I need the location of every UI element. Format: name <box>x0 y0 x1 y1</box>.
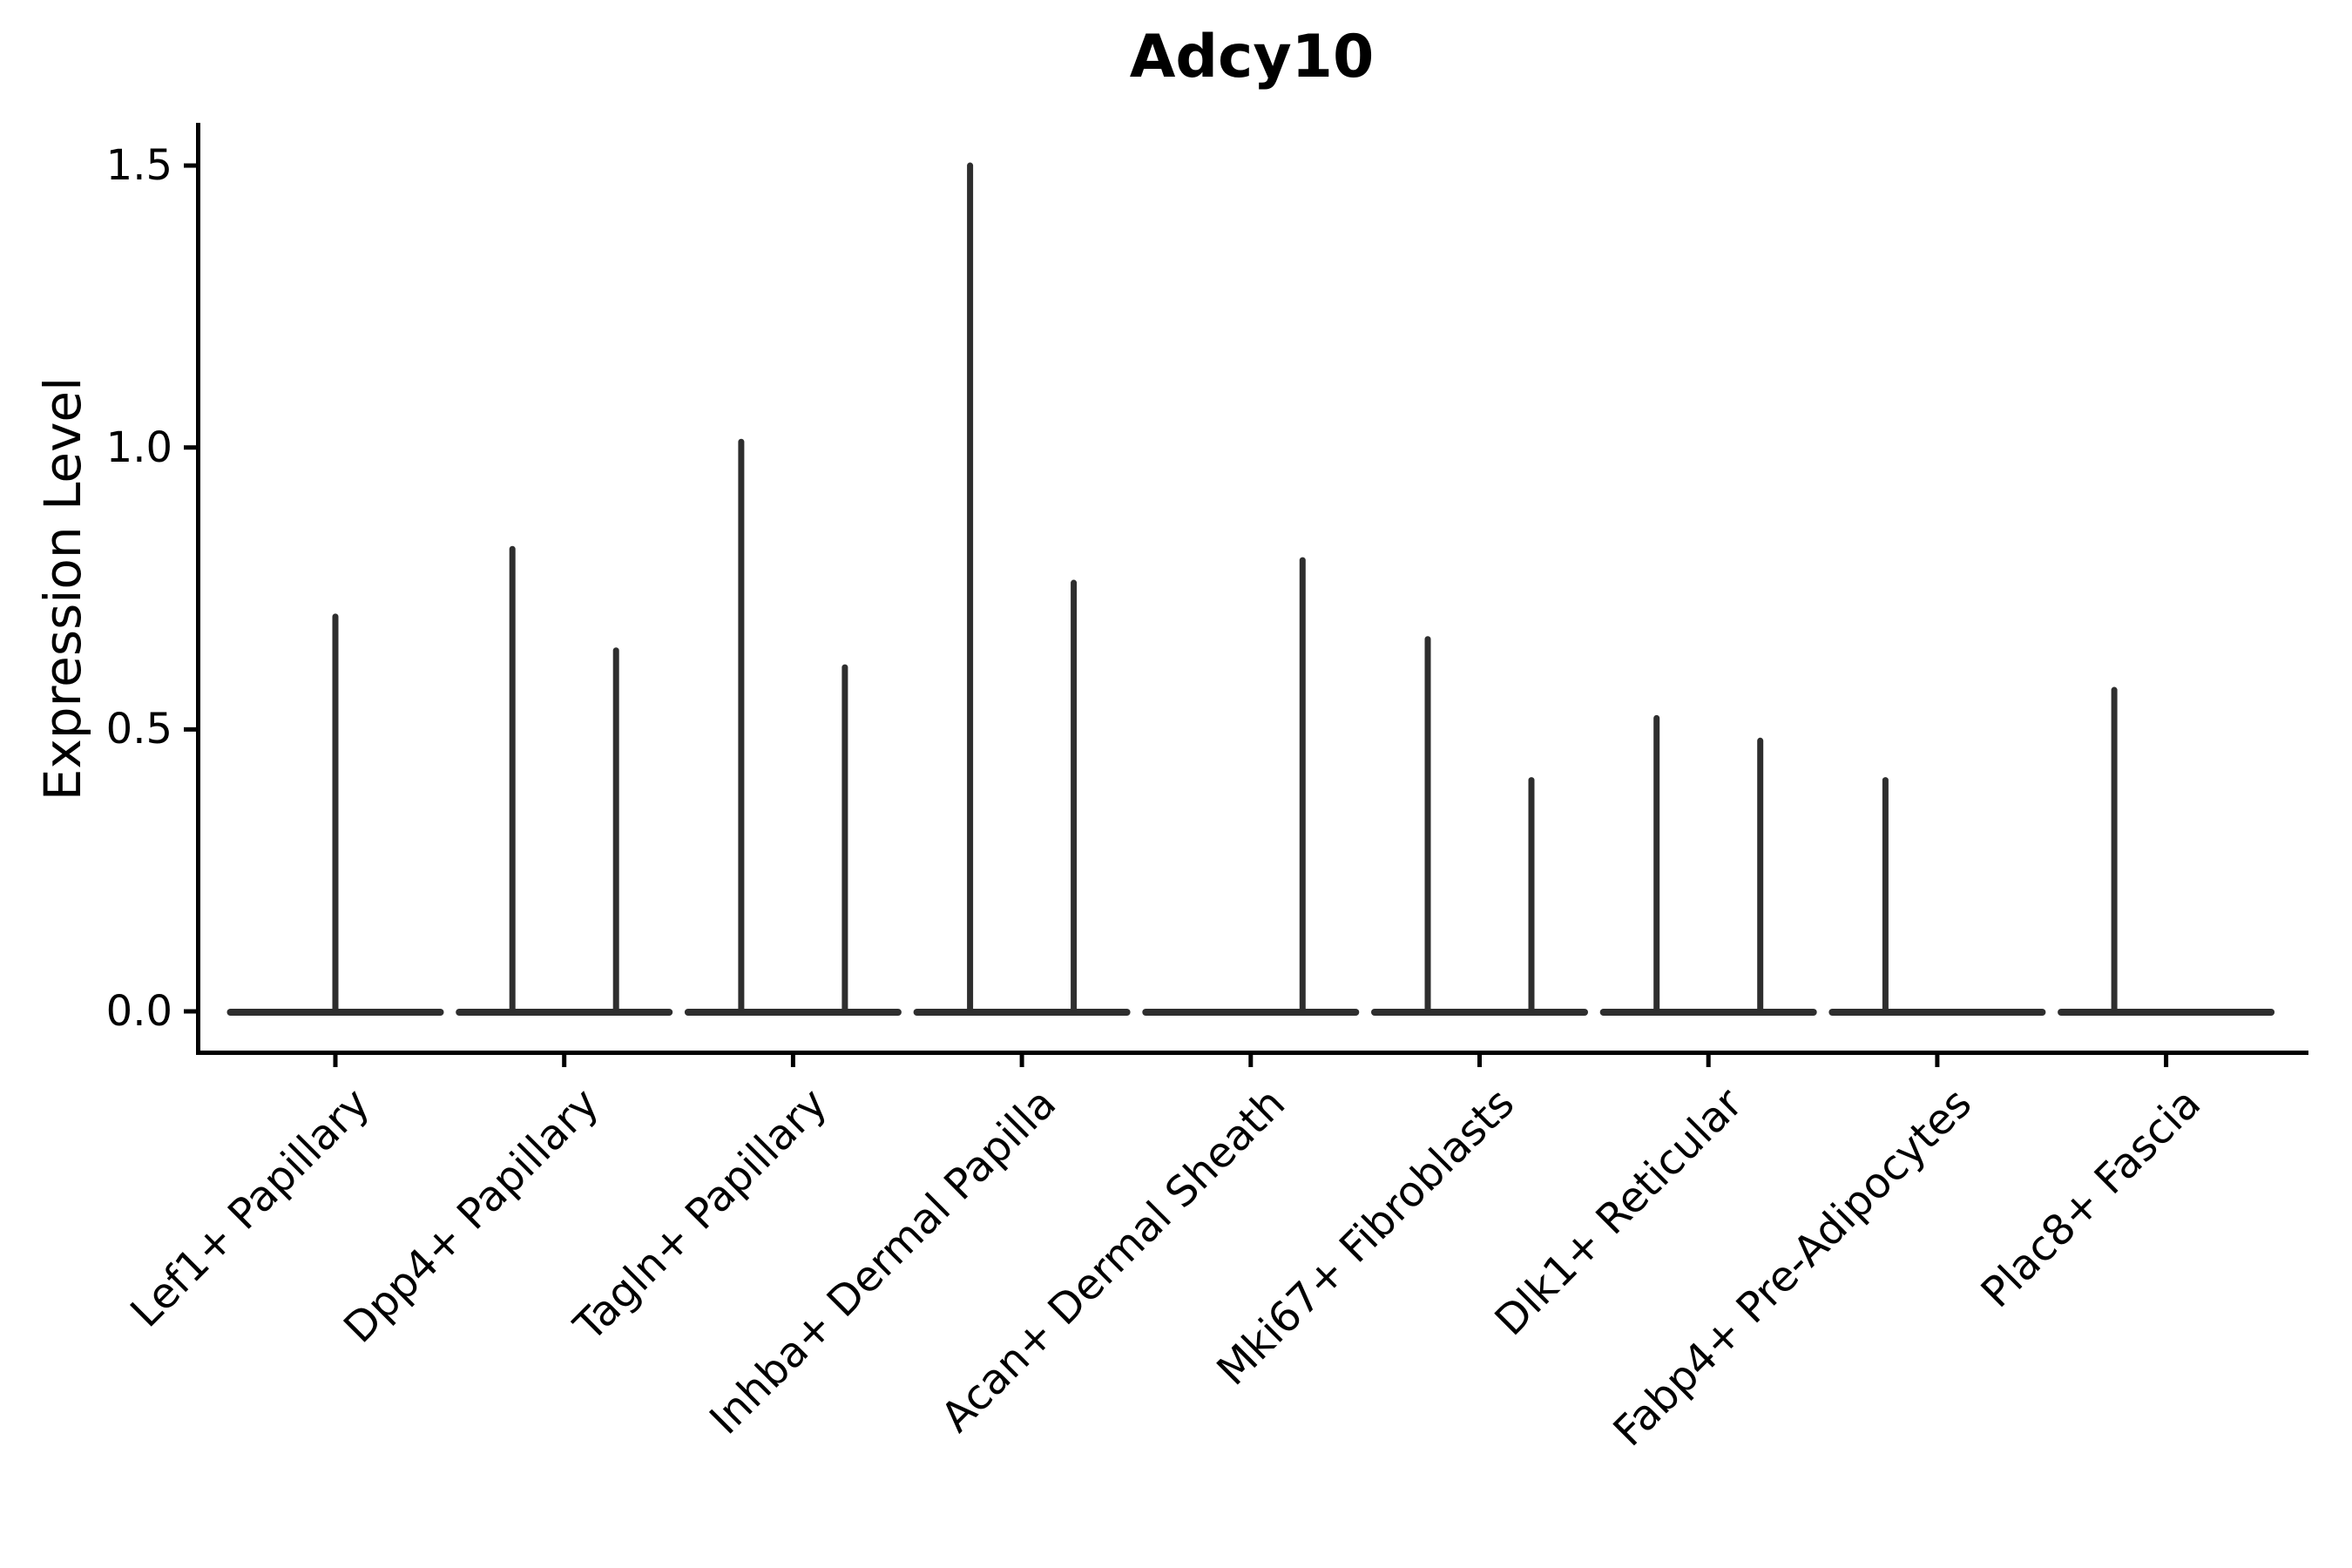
y-tick-label: 1.5 <box>105 141 172 191</box>
y-tick-label: 0.0 <box>105 987 172 1036</box>
plot-title: Adcy10 <box>1129 23 1375 91</box>
y-tick-label: 1.0 <box>105 422 172 472</box>
y-tick-label: 0.5 <box>105 705 172 754</box>
y-axis-label: Expression Level <box>33 376 92 801</box>
